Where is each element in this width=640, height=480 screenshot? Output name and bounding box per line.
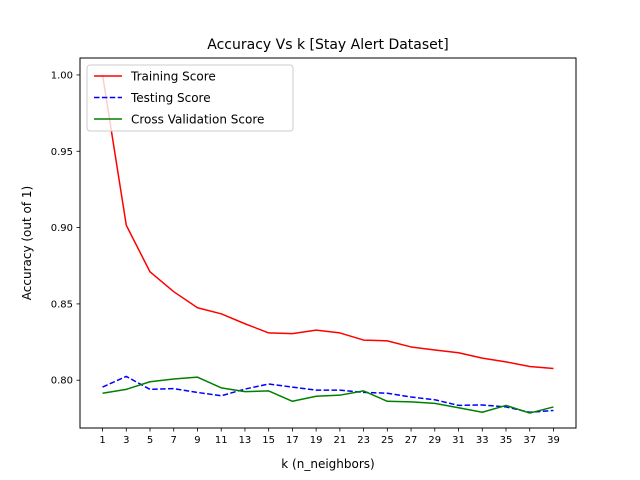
legend-label-2: Testing Score	[130, 91, 211, 105]
x-tick-label: 29	[428, 435, 441, 446]
legend-label-1: Training Score	[130, 70, 216, 84]
x-axis-label: k (n_neighbors)	[281, 457, 374, 471]
x-tick-label: 3	[123, 435, 129, 446]
y-tick-label: 0.90	[51, 223, 73, 234]
x-tick-label: 25	[381, 435, 394, 446]
x-tick-label: 21	[333, 435, 346, 446]
y-tick-label: 0.85	[51, 299, 73, 310]
y-tick-label: 0.95	[51, 147, 73, 158]
y-axis: 0.80 0.85 0.90 0.95 1.00	[51, 70, 80, 387]
x-tick-label: 27	[405, 435, 418, 446]
plot-frame	[79, 57, 577, 429]
x-tick-label: 7	[171, 435, 177, 446]
chart-title: Accuracy Vs k [Stay Alert Dataset]	[207, 37, 448, 53]
x-tick-label: 11	[215, 435, 228, 446]
y-axis-label: Accuracy (out of 1)	[20, 186, 34, 300]
legend-box	[86, 64, 294, 132]
x-tick-label: 23	[357, 435, 370, 446]
x-axis: 1 3 5 7 9 11 13 15 17 19 21 23 25 27 29 31 33 35 37 39	[99, 428, 560, 446]
x-tick-label: 1	[99, 435, 105, 446]
x-tick-label: 39	[547, 435, 560, 446]
series-line-3	[102, 376, 554, 414]
legend: Training Score Testing Score Cross Validat…	[86, 64, 294, 132]
x-tick-label: 9	[194, 435, 200, 446]
x-tick-label: 33	[476, 435, 489, 446]
series-line-2	[102, 375, 554, 414]
x-tick-label: 37	[523, 435, 536, 446]
plot-area	[101, 74, 554, 414]
y-tick-label: 1.00	[51, 70, 73, 81]
legend-label-3: Cross Validation Score	[131, 113, 264, 127]
x-tick-label: 15	[262, 435, 275, 446]
x-tick-label: 31	[452, 435, 465, 446]
x-tick-label: 13	[239, 435, 252, 446]
x-tick-label: 17	[286, 435, 299, 446]
x-tick-label: 35	[500, 435, 513, 446]
x-tick-label: 19	[310, 435, 323, 446]
x-tick-label: 5	[147, 435, 153, 446]
series-line-1	[101, 74, 554, 370]
y-tick-label: 0.80	[51, 376, 73, 387]
